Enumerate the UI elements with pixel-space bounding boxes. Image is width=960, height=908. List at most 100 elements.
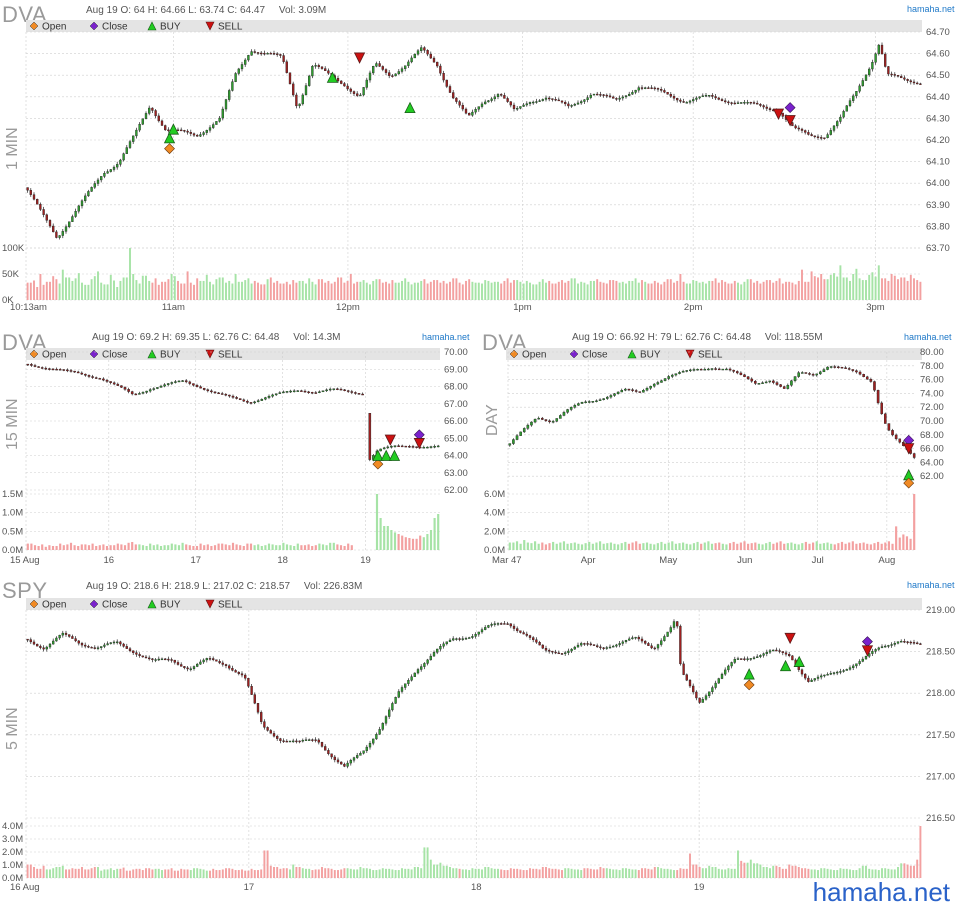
brand-link[interactable]: hamaha.net (907, 4, 955, 14)
candle (855, 369, 858, 374)
diamond-orange-icon (29, 21, 39, 31)
volume-bar (209, 281, 211, 300)
buy-signal-icon[interactable] (167, 123, 180, 135)
buy-signal-icon[interactable] (372, 449, 384, 461)
legend-item-open: Open (29, 600, 66, 611)
volume-bar (830, 543, 833, 550)
sell-signal-icon[interactable] (384, 434, 396, 446)
sell-signal-icon[interactable] (353, 52, 366, 64)
candle (26, 363, 30, 366)
sell-signal-icon[interactable] (784, 115, 796, 127)
volume-bar (369, 868, 371, 878)
volume-bar (538, 281, 541, 300)
volume-bar (116, 543, 119, 550)
volume-bar (562, 541, 566, 550)
candle (173, 659, 176, 665)
volume-bar (666, 279, 669, 300)
candle (432, 56, 436, 63)
volume-bar (218, 870, 221, 878)
legend-label: Close (102, 350, 128, 361)
volume-tick-label: 50K (2, 269, 20, 280)
buy-signal-icon[interactable] (404, 101, 416, 113)
open-signal-icon[interactable] (743, 679, 755, 691)
volume-bar (461, 869, 464, 878)
volume-bar (372, 280, 375, 300)
buy-signal-icon[interactable] (326, 71, 339, 83)
volume-bar (61, 865, 64, 878)
sell-signal-icon[interactable] (903, 443, 915, 455)
volume-bar (481, 283, 483, 300)
volume-bar (113, 870, 115, 878)
open-signal-icon[interactable] (164, 143, 175, 155)
candle (125, 145, 128, 154)
ohlc-stats: Aug 19 O: 64 H: 64.66 L: 63.74 C: 64.47 … (86, 5, 327, 16)
candle (365, 744, 368, 753)
volume-bar (788, 281, 791, 300)
brand-link[interactable]: hamaha.net (907, 580, 955, 590)
candle (701, 697, 704, 703)
y-tick-label: 72.00 (920, 402, 944, 413)
volume-bar (671, 541, 674, 550)
volume-bar (228, 545, 231, 550)
footer-brand[interactable]: hamaha.net (812, 877, 950, 907)
volume-bar (797, 544, 800, 550)
candle (464, 107, 468, 115)
open-signal-icon[interactable] (903, 477, 915, 489)
buy-signal-icon[interactable] (380, 449, 392, 461)
candle (519, 431, 522, 436)
volume-bar (138, 868, 141, 878)
candle (196, 133, 199, 137)
buy-signal-icon[interactable] (779, 659, 792, 672)
candle (596, 643, 599, 648)
sell-signal-icon[interactable] (413, 438, 425, 450)
candle (397, 69, 400, 75)
volume-bar (840, 541, 844, 550)
volume-bar (308, 868, 311, 878)
buy-signal-icon[interactable] (743, 668, 755, 680)
brand-link[interactable]: hamaha.net (904, 332, 952, 342)
candle (311, 738, 314, 742)
sell-signal-icon[interactable] (772, 108, 785, 120)
volume-bar (695, 864, 698, 878)
volume-bar (844, 543, 847, 550)
buy-signal-icon[interactable] (388, 449, 401, 461)
volume-bar (386, 526, 389, 550)
candle (567, 648, 570, 656)
sell-signal-icon[interactable] (861, 645, 874, 657)
volume-bar (653, 280, 656, 300)
buy-signal-icon[interactable] (163, 131, 176, 144)
volume-bar (109, 545, 112, 550)
candle (637, 635, 640, 642)
candle (58, 368, 62, 371)
candle (522, 102, 525, 107)
candle (134, 393, 138, 396)
volume-bar (586, 284, 589, 300)
candle (618, 95, 621, 102)
candle (55, 367, 58, 371)
candle (631, 90, 634, 95)
volume-bar (737, 282, 739, 300)
volume-bar (97, 866, 99, 878)
x-tick-label: Jul (812, 555, 824, 566)
open-signal-icon[interactable] (372, 458, 384, 470)
volume-bar (129, 870, 131, 878)
close-signal-icon[interactable] (784, 102, 796, 114)
close-signal-icon[interactable] (861, 636, 873, 648)
volume-bar (781, 868, 784, 878)
buy-signal-icon[interactable] (793, 655, 805, 667)
candle (516, 105, 519, 111)
diamond-purple-icon (89, 21, 99, 31)
volume-bar (205, 870, 208, 878)
volume-bar (593, 280, 595, 300)
candle (815, 373, 818, 377)
volume-bar (730, 283, 733, 300)
brand-link[interactable]: hamaha.net (422, 332, 470, 342)
candle (356, 752, 359, 760)
volume-bar (68, 277, 71, 300)
volume-bar (913, 865, 915, 878)
sell-signal-icon[interactable] (784, 632, 796, 645)
candle (519, 630, 522, 634)
legend-bar (26, 348, 440, 360)
candle (725, 367, 728, 371)
volume-bar (775, 865, 778, 878)
